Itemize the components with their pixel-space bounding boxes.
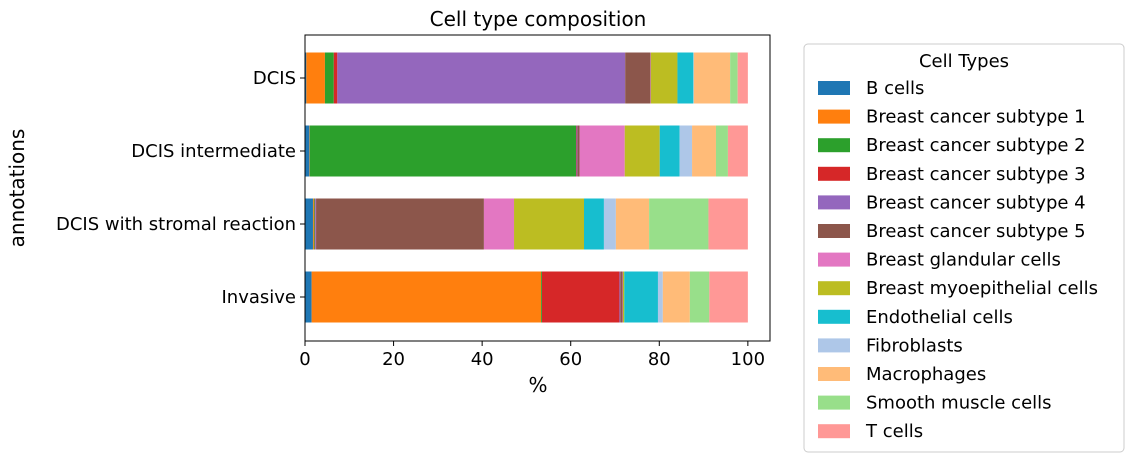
bar-segment xyxy=(620,271,623,323)
legend-swatch xyxy=(818,424,850,439)
bar-segment xyxy=(679,125,693,177)
bar-segment xyxy=(603,198,616,250)
x-tick-label: 20 xyxy=(382,349,405,370)
legend-swatch xyxy=(818,138,850,153)
legend-label: Endothelial cells xyxy=(866,307,1013,328)
legend: Cell Types B cells Breast cancer subtype … xyxy=(803,43,1125,453)
legend-label: Breast cancer subtype 1 xyxy=(866,107,1086,128)
x-axis-label: % xyxy=(528,373,547,397)
bar-segment xyxy=(619,271,621,323)
bar-segment xyxy=(692,125,716,177)
bar-segment xyxy=(514,198,584,250)
bar-segment xyxy=(311,271,542,323)
x-tick-label: 80 xyxy=(648,349,671,370)
bar-segment xyxy=(689,271,710,323)
legend-label: Breast cancer subtype 2 xyxy=(866,135,1086,156)
x-tick-label: 0 xyxy=(299,349,310,370)
legend-label: Fibroblasts xyxy=(866,335,963,356)
bar-segment xyxy=(577,125,580,177)
bar-segment xyxy=(624,271,658,323)
bar-segment xyxy=(730,52,738,104)
bar-segment xyxy=(316,198,484,250)
bar-segment xyxy=(305,52,307,104)
legend-swatch xyxy=(818,395,850,410)
bar-segment xyxy=(659,125,680,177)
bar-segment xyxy=(657,271,663,323)
legend-frame xyxy=(803,43,1125,453)
bar-segment xyxy=(306,52,325,104)
legend-label: B cells xyxy=(866,78,924,99)
bar-segment xyxy=(324,52,334,104)
legend-label: Breast cancer subtype 3 xyxy=(866,164,1086,185)
bar-segment xyxy=(483,198,515,250)
legend-swatch xyxy=(818,166,850,181)
bar-segment xyxy=(650,52,678,104)
plot-frame xyxy=(304,34,771,342)
legend-label: Breast glandular cells xyxy=(866,250,1061,271)
y-axis-ticks: DCIS DCIS intermediate DCIS with stromal r… xyxy=(56,68,305,308)
x-tick-label: 60 xyxy=(559,349,582,370)
legend-swatch xyxy=(818,338,850,353)
bar-segment xyxy=(313,198,315,250)
legend-swatch xyxy=(818,109,850,124)
bar-segment xyxy=(337,52,626,104)
bar-segment xyxy=(305,125,310,177)
legend-label: Breast myoepithelial cells xyxy=(866,278,1098,299)
bar-segment xyxy=(584,198,604,250)
legend-label: T cells xyxy=(865,421,923,442)
bar-segment xyxy=(624,125,660,177)
legend-title: Cell Types xyxy=(919,51,1009,72)
legend-swatch xyxy=(818,224,850,238)
bar-segment xyxy=(541,271,620,323)
bar-segment xyxy=(622,271,625,323)
legend-swatch xyxy=(818,195,850,210)
bar-segment xyxy=(737,52,748,104)
bars-group xyxy=(305,52,748,323)
y-tick-label: DCIS intermediate xyxy=(131,141,296,162)
bar-segment xyxy=(625,52,651,104)
legend-swatch xyxy=(818,309,850,324)
x-tick-label: 40 xyxy=(471,349,494,370)
bar-segment xyxy=(305,271,312,323)
legend-label: Macrophages xyxy=(866,364,986,385)
y-tick-label: DCIS xyxy=(253,68,296,89)
legend-label: Smooth muscle cells xyxy=(866,393,1052,414)
legend-swatch xyxy=(818,367,850,381)
bar-segment xyxy=(312,198,314,250)
bar-segment xyxy=(579,125,625,177)
bar-segment xyxy=(727,125,748,177)
bar-segment xyxy=(309,125,577,177)
y-tick-label: DCIS with stromal reaction xyxy=(56,214,296,235)
bar-segment xyxy=(333,52,338,104)
bar-segment xyxy=(541,271,542,323)
legend-label: Breast cancer subtype 4 xyxy=(866,192,1086,213)
bar-segment xyxy=(615,198,650,250)
legend-swatch xyxy=(818,252,850,267)
x-tick-label: 100 xyxy=(731,349,765,370)
bar-segment xyxy=(662,271,690,323)
chart-title: Cell type composition xyxy=(430,7,647,31)
legend-items: B cells Breast cancer subtype 1 Breast can… xyxy=(818,78,1098,442)
bar-segment xyxy=(677,52,694,104)
legend-label: Breast cancer subtype 5 xyxy=(866,221,1086,242)
bar-segment xyxy=(715,125,728,177)
legend-swatch xyxy=(818,81,850,95)
x-axis-ticks: 0 20 40 60 80 100 xyxy=(299,341,765,370)
bar-segment xyxy=(305,198,313,250)
bar-segment xyxy=(709,271,748,323)
y-tick-label: Invasive xyxy=(221,287,296,308)
bar-segment xyxy=(649,198,709,250)
bar-segment xyxy=(693,52,731,104)
legend-swatch xyxy=(818,281,850,296)
bar-segment xyxy=(315,198,317,250)
bar-segment xyxy=(708,198,748,250)
bar-segment xyxy=(576,125,578,177)
y-axis-label: annotations xyxy=(5,129,29,248)
